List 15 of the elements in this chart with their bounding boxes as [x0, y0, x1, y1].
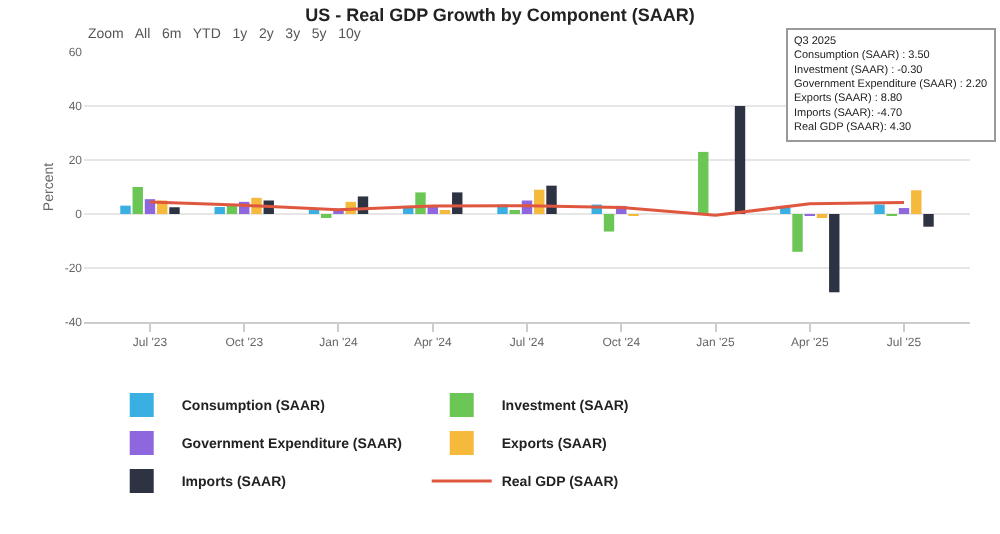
bar: [734, 106, 746, 214]
line-series: [148, 200, 906, 217]
bar: [214, 206, 225, 214]
bar: [792, 214, 803, 252]
bar: [898, 208, 910, 214]
bar: [169, 207, 180, 214]
bar: [120, 205, 131, 214]
chart-title: US - Real GDP Growth by Component (SAAR): [305, 4, 695, 25]
bar: [603, 214, 615, 232]
bar: [911, 190, 922, 214]
bar: [874, 204, 885, 214]
bar: [698, 151, 709, 214]
bar: [132, 187, 143, 214]
bar: [923, 214, 934, 227]
bar: [829, 214, 840, 293]
